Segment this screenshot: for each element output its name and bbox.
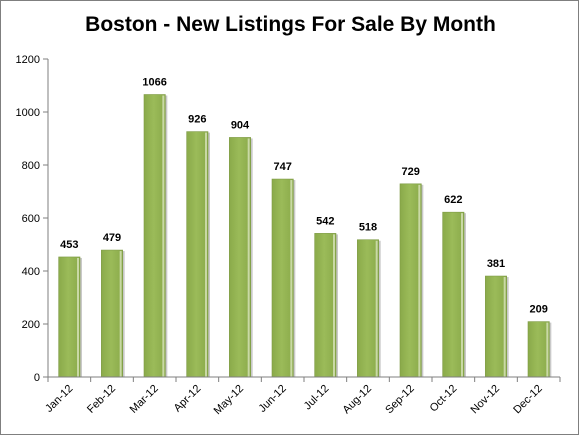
bar (101, 249, 123, 378)
bar-highlight (119, 251, 122, 377)
x-tick-label: Jul-12 (302, 383, 332, 413)
bar (314, 233, 337, 378)
x-tick-label: Nov-12 (469, 383, 503, 417)
bar (58, 256, 81, 378)
x-axis: Jan-12 Feb-12 Mar-12 Apr-12 May-12 Jun-12 Jul-… (43, 376, 561, 417)
data-label: 729 (401, 166, 419, 178)
data-label: 926 (188, 114, 206, 126)
x-tick-label: Feb-12 (85, 383, 118, 416)
data-label: 1066 (142, 77, 166, 89)
x-tick-label: Sep-12 (383, 383, 417, 417)
bar (442, 211, 465, 378)
bar-highlight (418, 184, 421, 377)
chart-title: Boston - New Listings For Sale By Month (85, 13, 496, 36)
x-tick-label: Jun-12 (257, 383, 289, 415)
x-tick-label: Aug-12 (341, 383, 375, 417)
x-tick-label: Apr-12 (172, 383, 204, 415)
y-tick-label: 200 (22, 319, 40, 331)
y-tick-label: 400 (22, 266, 40, 278)
bar (271, 178, 294, 378)
y-tick-label: 1000 (16, 107, 40, 119)
bar (399, 183, 422, 378)
data-label: 209 (529, 304, 547, 316)
bars: 453 479 1066 926 904 747 542 518 729 622 381 209 (58, 77, 552, 378)
y-tick-label: 800 (22, 160, 40, 172)
x-tick-label: Dec-12 (511, 383, 545, 417)
data-label: 747 (273, 161, 291, 173)
data-label: 479 (103, 232, 121, 244)
y-tick-label: 600 (22, 213, 40, 225)
data-label: 453 (60, 239, 78, 251)
bar-highlight (461, 213, 463, 377)
bar (186, 131, 209, 378)
bar-highlight (162, 95, 165, 377)
bar-highlight (77, 257, 79, 377)
bar-highlight (503, 277, 506, 377)
data-label: 904 (231, 119, 250, 131)
x-tick-label: Mar-12 (128, 383, 161, 416)
bar (357, 239, 379, 378)
bar (527, 321, 550, 378)
data-label: 381 (487, 258, 505, 270)
y-tick-label: 0 (34, 372, 40, 384)
data-label: 542 (316, 215, 334, 227)
bar (229, 137, 251, 378)
x-tick-label: Oct-12 (428, 383, 460, 415)
data-label: 518 (359, 222, 377, 234)
data-label: 622 (444, 194, 462, 206)
bar-highlight (333, 234, 335, 377)
bar-highlight (375, 240, 378, 377)
y-axis: 0 200 400 600 800 1000 1200 (16, 54, 49, 384)
bar-highlight (247, 138, 250, 377)
bar (485, 275, 507, 378)
x-tick-label: Jan-12 (43, 383, 75, 415)
bar-highlight (205, 132, 207, 377)
bar-highlight (546, 322, 549, 377)
y-tick-label: 1200 (16, 54, 40, 66)
x-tick-label: May-12 (212, 383, 246, 417)
bar-highlight (290, 180, 293, 377)
bar (143, 94, 166, 378)
